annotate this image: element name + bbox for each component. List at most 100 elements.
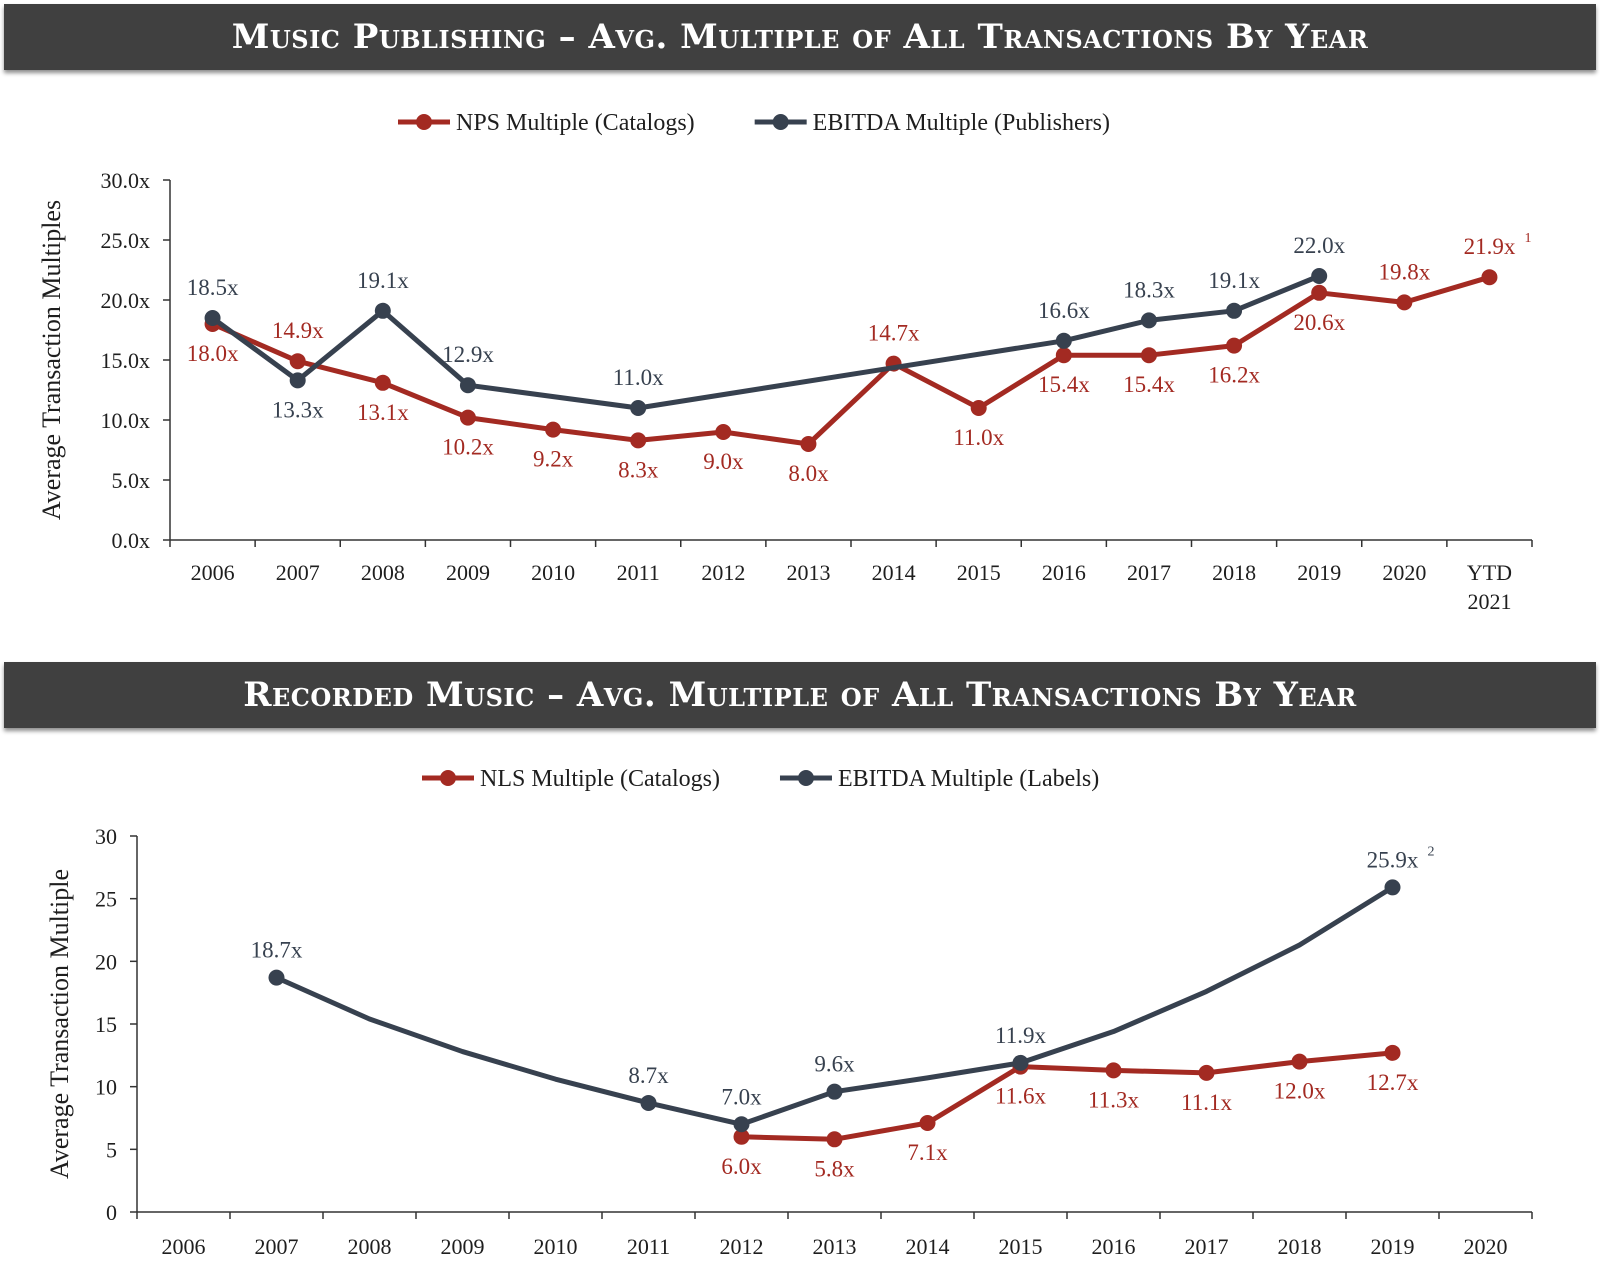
data-point (970, 400, 987, 416)
x-tick-label: 2017 (1185, 1234, 1229, 1259)
x-tick-label: 2015 (999, 1234, 1043, 1259)
series-line (210, 274, 1492, 447)
legend-label: NLS Multiple (Catalogs) (480, 766, 720, 792)
x-tick-label: 2011 (617, 560, 660, 585)
x-tick-label: 2009 (441, 1234, 485, 1259)
x-tick-label: 2008 (361, 560, 405, 585)
x-tick-label: 2019 (1297, 560, 1341, 585)
data-point (268, 969, 285, 986)
data-point (1311, 284, 1328, 301)
data-label: 19.8x (1378, 259, 1430, 284)
legend-item: EBITDA Multiple (Publishers) (754, 110, 1110, 136)
data-label: 18.0x (187, 341, 239, 366)
data-label: 15.4x (1038, 372, 1090, 397)
data-label: 18.3x (1123, 277, 1175, 302)
x-tick-label: YTD 2021 (1467, 560, 1512, 614)
y-tick-label: 15.0x (101, 348, 151, 373)
x-tick-label: 2012 (720, 1234, 764, 1259)
data-point (733, 1128, 750, 1145)
data-point (919, 1115, 936, 1132)
data-label: 19.1x (357, 268, 409, 293)
x-tick-label: 2006 (162, 1234, 206, 1259)
data-point (374, 302, 391, 319)
y-tick-label: 30.0x (101, 168, 151, 193)
x-tick-label: 2014 (906, 1234, 950, 1259)
data-point (1226, 337, 1243, 354)
data-label: 11.6x (995, 1084, 1046, 1109)
legend-label: EBITDA Multiple (Labels) (838, 766, 1099, 792)
x-tick-label: 2013 (786, 560, 830, 585)
legend-item: NLS Multiple (Catalogs) (422, 766, 720, 792)
data-label: 19.1x (1208, 268, 1260, 293)
data-point (1055, 332, 1072, 349)
series-0: 18.0x 14.9x 13.1x 10.2x 9.2x 8.3x 9.0x 8.0x 14.7… (187, 231, 1532, 486)
chart-1-plot: NPS Multiple (Catalogs) EBITDA Multiple (… (37, 110, 1533, 614)
y-tick-label: 0.0x (112, 528, 151, 553)
data-label: 12.0x (1274, 1079, 1326, 1104)
legend-item: NPS Multiple (Catalogs) (398, 110, 695, 136)
x-tick-label: 2018 (1212, 560, 1256, 585)
data-point (1140, 347, 1157, 364)
data-label: 16.6x (1038, 298, 1090, 323)
y-tick-label: 20.0x (101, 288, 151, 313)
data-point (733, 1116, 750, 1133)
series-1: 18.5x 13.3x 19.1x 12.9x 11.0x 16.6x 18.3x 19.1x… (187, 233, 1346, 422)
data-label: 9.6x (814, 1052, 855, 1077)
x-tick-label: 2010 (534, 1234, 578, 1259)
data-label: 21.9x (1464, 234, 1516, 259)
data-label: 9.2x (533, 447, 574, 472)
x-tick-label: 2016 (1042, 560, 1086, 585)
legend: NPS Multiple (Catalogs) EBITDA Multiple (… (398, 110, 1110, 136)
legend-marker (416, 114, 432, 130)
x-tick-label: 2014 (872, 560, 916, 585)
x-tick-label: 2007 (276, 560, 320, 585)
data-point (459, 409, 476, 426)
data-point (1012, 1054, 1029, 1071)
data-label: 11.0x (953, 425, 1004, 450)
y-tick-label: 20 (95, 949, 117, 974)
data-point (715, 424, 732, 440)
data-point (1481, 269, 1498, 286)
x-tick-label: 2006 (191, 560, 235, 585)
data-label: 6.0x (721, 1154, 762, 1179)
data-point (800, 436, 817, 452)
x-tick-label: 2012 (701, 560, 745, 585)
data-point (459, 377, 476, 394)
data-label: 11.3x (1088, 1087, 1139, 1112)
y-tick-label: 25 (95, 887, 117, 912)
y-tick-label: 30 (95, 824, 117, 849)
data-point (289, 372, 306, 389)
y-tick-label: 0 (106, 1200, 117, 1225)
data-label: 8.0x (788, 461, 829, 486)
y-axis-title: Average Transaction Multiples (37, 200, 66, 520)
data-point (1291, 1053, 1308, 1070)
footnote-marker: 2 (1428, 844, 1435, 859)
x-tick-label: 2016 (1092, 1234, 1136, 1259)
data-label: 8.3x (618, 457, 659, 482)
data-point (1055, 347, 1072, 364)
data-point (1384, 879, 1401, 896)
x-tick-label: 2015 (957, 560, 1001, 585)
data-point (826, 1083, 843, 1100)
chart-2-plot: NLS Multiple (Catalogs) EBITDA Multiple (… (45, 766, 1533, 1259)
data-label: 11.1x (1181, 1090, 1232, 1115)
legend-item: EBITDA Multiple (Labels) (779, 766, 1099, 792)
data-label: 22.0x (1293, 233, 1345, 258)
data-label: 14.7x (868, 321, 920, 346)
data-label: 25.9x (1367, 847, 1419, 872)
chart-2-title: Recorded Music – Avg. Multiple of All Tr… (243, 675, 1357, 715)
footnote-marker: 1 (1524, 231, 1531, 246)
chart-1-title: Music Publishing – Avg. Multiple of All … (231, 17, 1369, 57)
data-point (826, 1131, 843, 1148)
y-axis-title: Average Transaction Multiple (45, 869, 74, 1179)
x-tick-label: 2013 (813, 1234, 857, 1259)
y-tick-label: 5 (106, 1137, 117, 1162)
legend-marker (440, 770, 456, 786)
data-point (1396, 294, 1413, 311)
data-point (204, 310, 221, 326)
data-point (1140, 312, 1157, 329)
data-label: 15.4x (1123, 372, 1175, 397)
x-tick-label: 2008 (348, 1234, 392, 1259)
chart-2-banner: Recorded Music – Avg. Multiple of All Tr… (4, 662, 1596, 728)
series-line (739, 1050, 1395, 1142)
